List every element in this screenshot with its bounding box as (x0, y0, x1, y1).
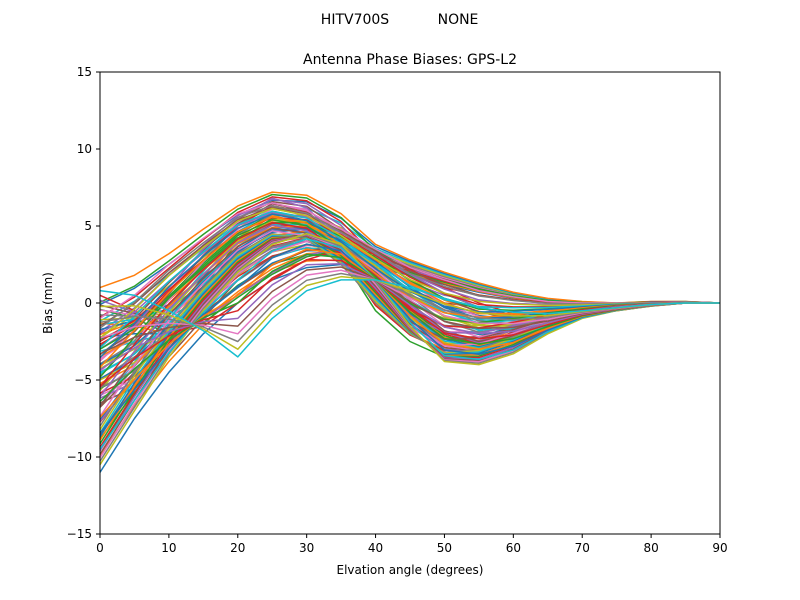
antenna-name: HITV700S (321, 12, 390, 28)
y-tick-label: −15 (67, 527, 92, 541)
x-tick-label: 50 (437, 541, 452, 555)
x-tick-label: 40 (368, 541, 383, 555)
series-layer (99, 191, 721, 473)
y-tick-label: 5 (84, 219, 92, 233)
x-tick-label: 80 (643, 541, 658, 555)
x-tick-label: 60 (506, 541, 521, 555)
radome-name: NONE (438, 12, 479, 28)
y-tick-label: 0 (84, 296, 92, 310)
x-axis: 0 10 20 30 40 50 60 70 80 90 (96, 534, 728, 555)
series-line (99, 279, 720, 358)
x-tick-label: 10 (161, 541, 176, 555)
y-tick-label: −5 (74, 373, 92, 387)
chart-title: Antenna Phase Biases: GPS-L2 (303, 52, 517, 68)
x-tick-label: 0 (96, 541, 104, 555)
x-tick-label: 90 (712, 541, 727, 555)
y-tick-label: 10 (77, 142, 92, 156)
y-tick-label: 15 (77, 65, 92, 79)
x-axis-label: Elvation angle (degrees) (337, 563, 484, 577)
x-tick-label: 70 (575, 541, 590, 555)
y-tick-label: −10 (67, 450, 92, 464)
x-tick-label: 20 (230, 541, 245, 555)
y-axis: −15 −10 −5 0 5 10 15 (67, 65, 100, 541)
y-axis-label: Bias (mm) (41, 272, 55, 334)
x-tick-label: 30 (299, 541, 314, 555)
